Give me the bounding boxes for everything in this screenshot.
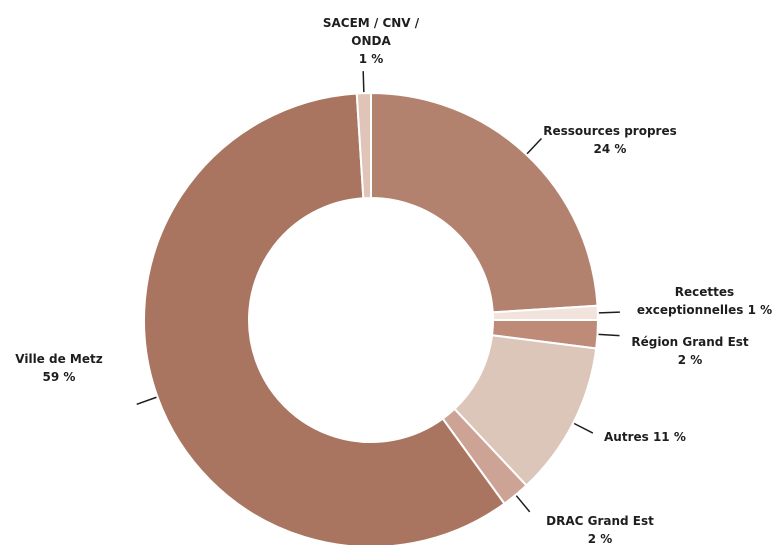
slice-label: Recettes exceptionnelles 1 % bbox=[632, 283, 777, 319]
value-label: 24 % bbox=[593, 142, 627, 156]
category-label: Ressources propres bbox=[543, 124, 677, 138]
donut-segment bbox=[143, 92, 506, 545]
value-label: 2 % bbox=[677, 353, 703, 367]
leader-line bbox=[573, 422, 594, 434]
category-label: DRAC Grand Est bbox=[546, 514, 654, 528]
value-label: 2 % bbox=[587, 532, 613, 545]
slice-label: Ressources propres 24 % bbox=[530, 122, 690, 158]
slice-label: Ville de Metz 59 % bbox=[4, 350, 114, 386]
category-label: Recettes exceptionnelles bbox=[636, 285, 744, 317]
leader-line bbox=[136, 396, 157, 406]
donut-segment bbox=[355, 91, 372, 200]
category-label: Ville de Metz bbox=[15, 352, 103, 366]
donut-segment bbox=[370, 91, 599, 314]
value-label: 59 % bbox=[42, 370, 76, 384]
leader-line bbox=[362, 71, 365, 93]
value-label: 1 % bbox=[747, 303, 773, 317]
slice-label: DRAC Grand Est 2 % bbox=[530, 512, 670, 545]
value-label: 1 % bbox=[358, 52, 384, 66]
value-label: 11 % bbox=[652, 430, 686, 444]
category-label: SACEM / CNV / ONDA bbox=[322, 16, 420, 48]
leader-line bbox=[526, 137, 542, 155]
leader-line bbox=[598, 311, 620, 314]
category-label: Autres bbox=[604, 430, 649, 444]
category-label: Région Grand Est bbox=[631, 335, 749, 349]
leader-line bbox=[515, 495, 531, 513]
slice-label: Autres 11 % bbox=[604, 428, 704, 446]
leader-line bbox=[598, 333, 620, 337]
slice-label: SACEM / CNV / ONDA 1 % bbox=[316, 14, 426, 68]
slice-label: Région Grand Est 2 % bbox=[615, 333, 765, 369]
